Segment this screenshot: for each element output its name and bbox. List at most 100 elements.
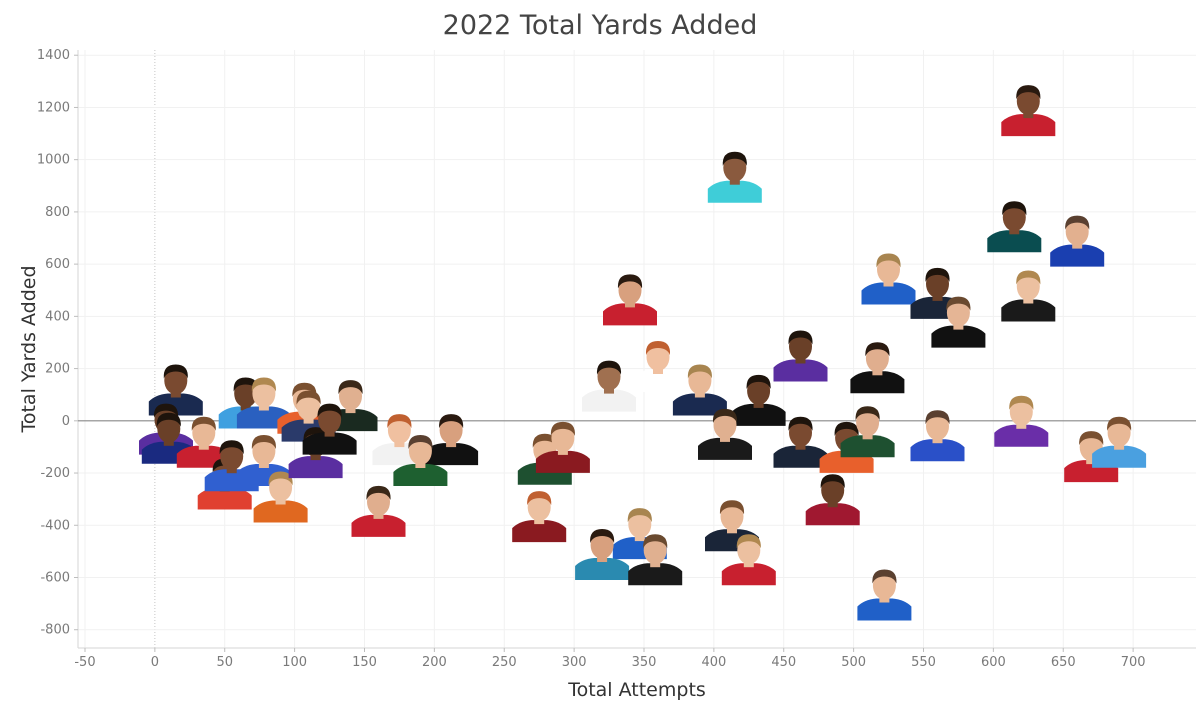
jersey-shape — [582, 389, 636, 412]
hair-shape — [251, 435, 276, 449]
y-tick-label: -600 — [40, 570, 70, 585]
face-shape — [252, 379, 276, 408]
hair-shape — [872, 569, 897, 584]
hair-shape — [317, 403, 342, 418]
player-headshot-point — [141, 412, 196, 464]
hair-shape — [590, 529, 615, 543]
hair-shape — [251, 377, 276, 392]
face-shape — [643, 536, 667, 565]
x-tick-label: 350 — [632, 655, 657, 670]
face-shape — [1002, 203, 1026, 232]
x-axis-title: Total Attempts — [567, 679, 706, 701]
face-shape — [339, 382, 362, 411]
jersey-shape — [840, 435, 895, 458]
jersey-shape — [731, 403, 786, 426]
x-tick-label: 550 — [911, 655, 936, 670]
hair-shape — [876, 253, 901, 268]
hair-shape — [788, 416, 813, 431]
x-tick-label: 100 — [282, 655, 307, 670]
face-shape — [926, 269, 949, 298]
y-tick-label: 1000 — [37, 153, 70, 168]
player-headshot-point — [351, 485, 406, 537]
hair-shape — [387, 414, 412, 429]
face-shape — [720, 502, 744, 531]
player-headshot-point — [1001, 85, 1056, 137]
hair-shape — [687, 364, 712, 379]
hair-shape — [532, 433, 557, 448]
face-shape — [789, 332, 812, 361]
jersey-shape — [987, 230, 1042, 253]
player-headshot-point — [628, 534, 683, 586]
hair-shape — [722, 151, 747, 166]
jersey-shape — [861, 282, 916, 305]
hair-shape — [408, 435, 433, 449]
face-shape — [946, 298, 970, 327]
player-headshot-point — [424, 414, 479, 466]
player-headshot-point — [994, 395, 1049, 447]
hair-shape — [627, 508, 652, 523]
hair-shape — [855, 406, 880, 421]
hair-shape — [1016, 270, 1041, 285]
x-tick-label: 150 — [352, 655, 377, 670]
jersey-shape — [773, 359, 828, 382]
jersey-shape — [931, 325, 986, 348]
x-tick-label: 50 — [216, 655, 233, 670]
hair-shape — [1065, 215, 1090, 230]
face-shape — [926, 412, 949, 441]
x-tick-label: 600 — [981, 655, 1006, 670]
face-shape — [297, 392, 321, 421]
player-headshot-point — [840, 406, 895, 458]
hair-shape — [736, 534, 761, 549]
hair-shape — [338, 380, 363, 395]
hair-shape — [746, 374, 771, 389]
face-shape — [1065, 217, 1089, 246]
face-shape — [551, 423, 575, 452]
face-shape — [628, 510, 652, 539]
player-headshot-point — [512, 491, 567, 543]
face-shape — [1107, 418, 1131, 447]
player-headshot-point — [805, 474, 860, 526]
player-headshot-point — [857, 569, 912, 621]
jersey-shape — [1001, 114, 1056, 137]
hair-shape — [712, 408, 738, 423]
jersey-shape — [575, 558, 630, 580]
jersey-shape — [773, 445, 828, 468]
hair-shape — [719, 500, 745, 515]
x-tick-label: 700 — [1121, 655, 1146, 670]
player-headshot-point — [302, 403, 357, 455]
hair-shape — [865, 342, 890, 357]
face-shape — [408, 437, 432, 465]
jersey-shape — [994, 424, 1049, 447]
y-tick-label: 200 — [45, 362, 70, 377]
face-shape — [590, 531, 614, 559]
hair-shape — [1079, 431, 1104, 446]
jersey-shape — [1050, 244, 1105, 267]
hair-shape — [820, 474, 845, 489]
player-headshot-point — [698, 408, 752, 460]
hair-shape — [643, 534, 668, 549]
jersey-shape — [197, 487, 252, 510]
player-headshot-point — [253, 471, 308, 523]
face-shape — [747, 376, 771, 405]
jersey-shape — [631, 370, 685, 392]
face-shape — [618, 276, 642, 305]
x-tick-label: 250 — [492, 655, 517, 670]
player-headshot-point — [535, 421, 590, 473]
hair-shape — [1107, 416, 1132, 431]
hair-shape — [191, 416, 216, 431]
face-shape — [789, 418, 812, 447]
player-headshot-point — [721, 534, 776, 586]
face-shape — [234, 379, 258, 408]
y-tick-label: 800 — [45, 205, 70, 220]
y-tick-label: -800 — [40, 623, 70, 638]
jersey-shape — [698, 437, 752, 460]
y-tick-label: 0 — [62, 414, 70, 429]
x-tick-label: 500 — [841, 655, 866, 670]
face-shape — [877, 255, 900, 284]
jersey-shape — [288, 456, 343, 479]
hair-shape — [268, 471, 293, 486]
hair-shape — [292, 382, 317, 397]
face-shape — [220, 442, 244, 471]
tick-labels: -50 0 50 100 150 200 250 300 350 400 450 500 550 600 6… — [37, 48, 1146, 670]
